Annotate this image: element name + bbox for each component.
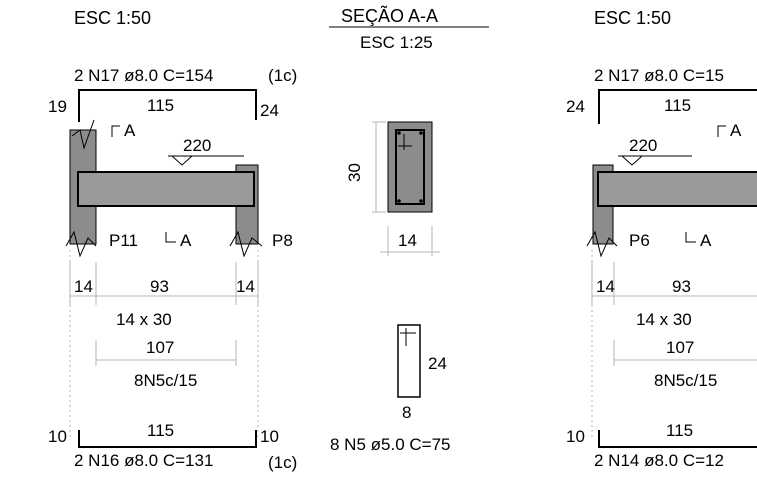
- stirrup-detail-width: 8: [402, 403, 411, 422]
- section-a-a-detail: SEÇÃO A-A ESC 1:25 30 14 24 8 8 N5 ø5.0 …: [329, 5, 489, 454]
- left-dim-support-left: 14: [74, 277, 93, 296]
- left-top-hook-right: 24: [260, 101, 279, 120]
- right-section-mark-bottom: A: [700, 231, 712, 250]
- right-stirrup-zone-length: 107: [666, 338, 694, 357]
- right-section-mark-bottom-symbol: [686, 232, 696, 242]
- right-level-value: 220: [629, 136, 657, 155]
- left-level-icon: [168, 156, 244, 165]
- stirrup-detail-shape: [398, 325, 420, 397]
- section-bar-top-right: [419, 131, 423, 135]
- right-level-icon: [618, 156, 692, 165]
- right-bottom-bar-length: 115: [666, 421, 693, 440]
- left-bottom-bar-label: 2 N16 ø8.0 C=131: [74, 451, 213, 470]
- section-scale: ESC 1:25: [360, 33, 433, 52]
- right-beam-body: [598, 172, 757, 206]
- right-beam-section-label: 14 x 30: [636, 310, 692, 329]
- right-stirrups-label: 8N5c/15: [654, 371, 717, 390]
- section-bar-top-left: [397, 131, 401, 135]
- left-stirrup-zone-length: 107: [146, 338, 174, 357]
- stirrup-detail-height: 24: [428, 354, 447, 373]
- left-top-hook-left: 19: [48, 97, 67, 116]
- right-top-hook-left: 24: [566, 97, 585, 116]
- left-bottom-bar-length: 115: [147, 421, 174, 440]
- section-height-dimension: [372, 122, 386, 212]
- left-dim-span: 93: [150, 277, 169, 296]
- stirrup-detail-hook: [400, 328, 416, 346]
- right-bottom-bar-label: 2 N14 ø8.0 C=12: [594, 451, 724, 470]
- left-top-bar-length: 115: [147, 96, 174, 115]
- right-support-left-label: P6: [629, 231, 650, 250]
- left-bottom-hook-right: 10: [260, 427, 279, 446]
- left-scale-label: ESC 1:50: [74, 8, 151, 28]
- left-stirrups-label: 8N5c/15: [134, 371, 197, 390]
- right-dim-support-left: 14: [596, 277, 615, 296]
- left-support-right-label: P8: [272, 231, 293, 250]
- left-section-mark-top: A: [124, 121, 136, 140]
- left-section-mark-bottom-symbol: [166, 232, 176, 242]
- left-beam-section-label: 14 x 30: [116, 310, 172, 329]
- section-title: SEÇÃO A-A: [341, 5, 438, 26]
- stirrup-detail-label: 8 N5 ø5.0 C=75: [330, 435, 451, 454]
- section-width-label: 14: [398, 231, 417, 250]
- section-bar-bottom-right: [419, 199, 423, 203]
- right-bottom-hook-left: 10: [566, 427, 585, 446]
- right-section-mark-top: A: [730, 121, 742, 140]
- left-section-mark-top-symbol: [112, 126, 120, 137]
- left-top-bar-label: 2 N17 ø8.0 C=154: [74, 66, 213, 85]
- left-section-mark-bottom: A: [180, 231, 192, 250]
- left-bottom-hook-left: 10: [48, 427, 67, 446]
- left-support-left-label: P11: [109, 231, 138, 250]
- right-top-bar-label: 2 N17 ø8.0 C=15: [594, 66, 724, 85]
- left-dim-support-right: 14: [236, 277, 255, 296]
- section-concrete: [388, 122, 432, 212]
- section-height-label: 30: [345, 163, 364, 182]
- right-beam-detail: ESC 1:50 2 N17 ø8.0 C=15 24 115 A 220 P6…: [566, 8, 757, 470]
- left-level-value: 220: [183, 136, 211, 155]
- right-top-bar-length: 115: [664, 96, 691, 115]
- left-bottom-bar-layer: (1c): [268, 453, 297, 472]
- right-scale-label: ESC 1:50: [594, 8, 671, 28]
- left-top-bar-layer: (1c): [268, 66, 297, 85]
- right-dim-span: 93: [672, 277, 691, 296]
- left-beam-body: [78, 172, 254, 206]
- section-bar-bottom-left: [397, 199, 401, 203]
- right-section-mark-top-symbol: [718, 126, 726, 137]
- left-beam-detail: ESC 1:50 2 N17 ø8.0 C=154 (1c) 19 115 24…: [48, 8, 297, 472]
